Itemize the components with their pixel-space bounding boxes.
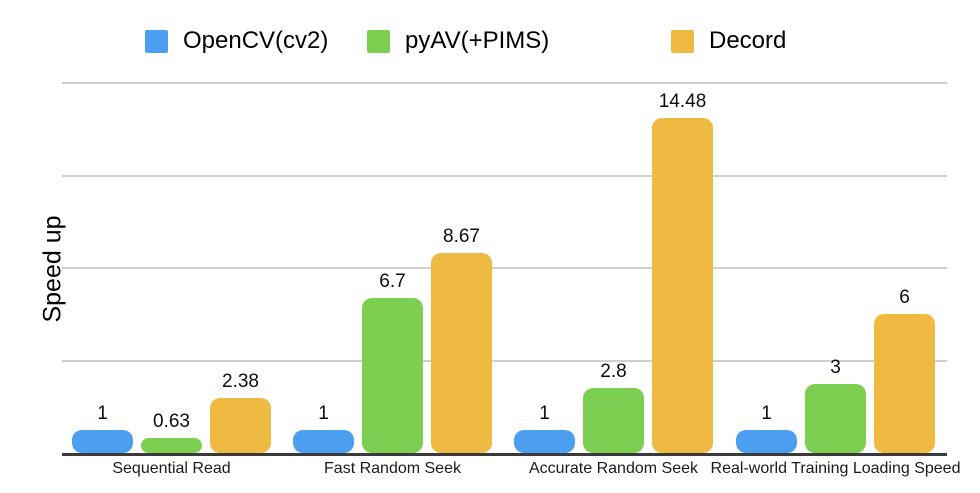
bar-column: 3 — [805, 358, 866, 453]
bar — [805, 383, 866, 453]
bar-group: 1 0.63 2.38 — [72, 372, 271, 453]
bar — [141, 438, 202, 453]
bar-value-label: 1 — [318, 402, 329, 424]
legend-item: OpenCV(cv2) — [145, 29, 328, 53]
bar-column: 0.63 — [141, 412, 202, 453]
bar — [583, 388, 644, 453]
category-label: Accurate Random Seek — [529, 460, 698, 477]
bar-value-label: 8.67 — [443, 225, 480, 247]
bar — [210, 397, 271, 453]
legend-label: OpenCV(cv2) — [183, 27, 329, 54]
bar-value-label: 2.8 — [600, 361, 627, 383]
bar-column: 1 — [293, 404, 354, 453]
bar — [874, 314, 935, 453]
bar-value-label: 1 — [97, 402, 108, 424]
bar-column: 2.38 — [210, 372, 271, 453]
bar-column: 1 — [72, 404, 133, 453]
bar-value-label: 1 — [761, 402, 772, 424]
category-label: Fast Random Seek — [324, 460, 461, 477]
bar-value-label: 6 — [899, 287, 910, 309]
legend-label: pyAV(+PIMS) — [405, 27, 550, 54]
bar-group: 1 2.8 14.48 — [514, 92, 713, 453]
bar-value-label: 3 — [830, 356, 841, 378]
gridline — [62, 359, 947, 362]
bar — [72, 429, 133, 453]
plot-area: 1 0.63 2.38 Sequential Read 1 6.7 8.67 Fast Ran… — [62, 82, 960, 477]
legend-swatch — [145, 29, 168, 53]
bar-value-label: 14.48 — [658, 91, 707, 113]
bar-column: 1 — [736, 404, 797, 453]
gridline — [62, 267, 947, 269]
bar-value-label: 1 — [539, 402, 550, 424]
bar — [293, 429, 354, 453]
legend-item: Decord — [671, 29, 786, 53]
gridline — [62, 82, 947, 84]
bar — [736, 429, 797, 453]
gridline — [62, 174, 947, 177]
legend-label: Decord — [709, 27, 787, 54]
bar — [514, 429, 575, 453]
bar-value-label: 2.38 — [222, 370, 259, 392]
bar — [652, 118, 713, 453]
category-label: Real-world Training Loading Speed — [710, 460, 961, 477]
bar-column: 1 — [514, 404, 575, 453]
category-label: Sequential Read — [112, 460, 231, 477]
bar-column: 8.67 — [431, 227, 492, 453]
bar-value-label: 0.63 — [153, 411, 190, 433]
bar-group: 1 3 6 — [736, 288, 935, 453]
bar-column: 2.8 — [583, 362, 644, 453]
x-axis-line — [62, 453, 947, 456]
legend-swatch — [367, 29, 390, 53]
bar-column: 6 — [874, 288, 935, 453]
legend-item: pyAV(+PIMS) — [367, 29, 549, 53]
bar — [431, 252, 492, 453]
bar-value-label: 6.7 — [379, 271, 406, 293]
bar-group: 1 6.7 8.67 — [293, 227, 492, 453]
bar — [362, 298, 423, 453]
bar-column: 14.48 — [652, 92, 713, 453]
legend-swatch — [671, 29, 694, 53]
bar-column: 6.7 — [362, 272, 423, 453]
